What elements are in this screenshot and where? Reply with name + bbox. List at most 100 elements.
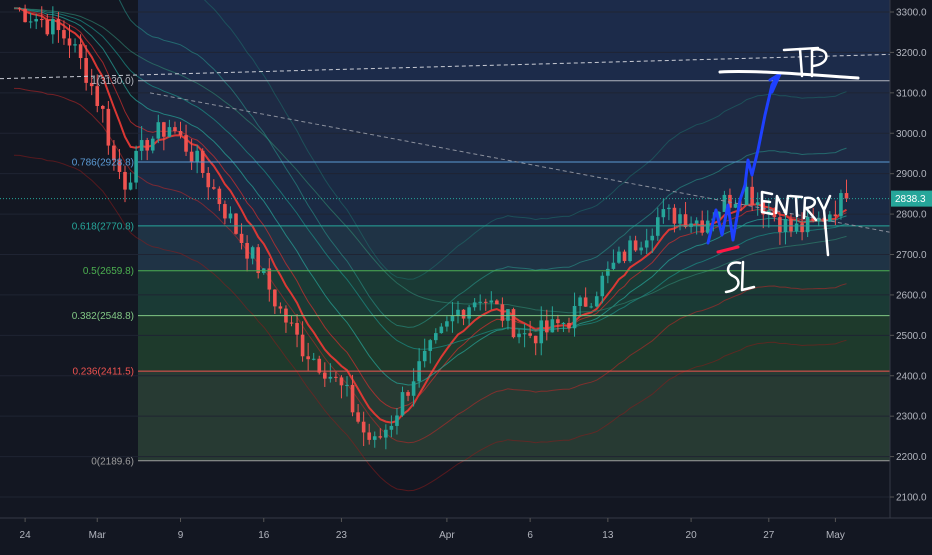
candle-body <box>678 214 682 224</box>
time-axis-bg <box>0 518 932 550</box>
price-tick-label: 3300.0 <box>896 8 927 19</box>
candle-body <box>117 160 122 172</box>
candle-body <box>134 150 138 183</box>
candle-body <box>384 429 388 438</box>
time-tick-label: 23 <box>336 530 348 541</box>
candle-body <box>733 204 738 208</box>
candle-body <box>672 207 677 224</box>
candle-body <box>811 216 815 221</box>
candle-body <box>311 358 316 360</box>
candle-body <box>772 210 777 218</box>
time-axis[interactable]: 24 Mar 9 16 23 Apr 6 13 20 27 May <box>0 517 932 550</box>
candle-body <box>273 289 277 307</box>
entry-letter-t <box>788 194 804 218</box>
candle-body <box>739 204 743 206</box>
fib-level-label: 1(3130.0) <box>91 76 134 87</box>
time-tick-label: 9 <box>178 530 184 541</box>
candle-body <box>78 44 83 59</box>
candle-body <box>456 309 460 316</box>
candle-body <box>250 247 255 259</box>
hand-drawings <box>706 46 860 294</box>
grid <box>0 11 890 498</box>
candle-body <box>439 326 444 334</box>
candle-body <box>428 340 433 351</box>
fib-level-label: 0.786(2928.8) <box>72 158 134 169</box>
candle-body <box>594 296 599 307</box>
candle-body <box>95 86 100 106</box>
resistance-trendline <box>0 53 891 80</box>
candle-body <box>28 21 33 23</box>
time-tick-label: 6 <box>527 530 533 541</box>
candle-body <box>372 436 377 440</box>
time-tick-label: May <box>826 530 845 541</box>
candle-body <box>506 309 510 321</box>
candle-body <box>184 135 188 152</box>
candle-body <box>62 30 66 39</box>
candle-body <box>461 309 466 319</box>
candle-body <box>844 193 849 199</box>
fib-level-label: 0.236(2411.5) <box>72 367 134 378</box>
candle-body <box>778 217 782 233</box>
envelope-line <box>203 0 847 280</box>
candle-body <box>722 194 727 212</box>
candle-body <box>339 377 344 386</box>
candle-body <box>73 44 77 46</box>
candle-body <box>583 297 588 307</box>
candle-body <box>800 223 804 233</box>
price-tick-label: 2400.0 <box>896 371 927 382</box>
candle-body <box>611 262 616 269</box>
candle-body <box>123 171 127 190</box>
candle-body <box>334 376 338 378</box>
projection-path <box>706 73 780 245</box>
time-tick-label: 24 <box>20 530 32 541</box>
current-price-label: 2838.3 <box>895 194 926 205</box>
candle-body <box>328 376 333 379</box>
candle-body <box>395 415 399 426</box>
candle-body <box>167 127 172 137</box>
price-tick-label: 3100.0 <box>896 88 927 99</box>
candle-body <box>628 240 632 262</box>
candle-body <box>101 105 105 109</box>
candle-body <box>578 297 582 306</box>
candle-body <box>528 333 532 336</box>
price-tick-label: 2800.0 <box>896 210 927 221</box>
price-tick-label: 2200.0 <box>896 452 927 463</box>
candle-body <box>300 334 305 357</box>
candle-body <box>173 127 177 132</box>
candle-body <box>572 305 577 329</box>
candle-body <box>278 306 283 309</box>
candle-body <box>139 140 144 151</box>
candle-body <box>495 300 499 305</box>
candle-body <box>256 247 260 273</box>
candle-body <box>234 213 238 234</box>
candle-body <box>156 122 161 139</box>
candle-body <box>472 302 477 308</box>
candle-body <box>67 38 72 46</box>
candle-body <box>561 322 566 324</box>
candle-body <box>162 122 166 137</box>
candle-body <box>17 8 22 10</box>
candle-body <box>267 268 272 290</box>
candle-body <box>189 151 194 162</box>
candle-body <box>511 309 516 338</box>
candle-body <box>567 322 571 329</box>
candle-body <box>550 319 555 333</box>
candle-body <box>750 186 754 205</box>
candle-body <box>145 140 149 151</box>
candle-body <box>489 300 494 303</box>
price-tick-label: 2500.0 <box>896 331 927 342</box>
candle-body <box>400 392 405 416</box>
tp-letter-t <box>782 46 820 78</box>
candle-body <box>228 213 233 219</box>
candle-body <box>500 304 505 321</box>
candle-body <box>356 412 360 422</box>
time-tick-label: Apr <box>439 530 455 541</box>
candle-body <box>150 138 155 151</box>
candle-body <box>178 131 183 136</box>
price-axis[interactable]: 3300.0 3200.0 3100.0 3000.0 2900.0 2800.0 2700… <box>889 0 932 550</box>
candle-body <box>406 392 410 396</box>
candle-body <box>223 204 227 219</box>
candle-body <box>694 220 699 224</box>
